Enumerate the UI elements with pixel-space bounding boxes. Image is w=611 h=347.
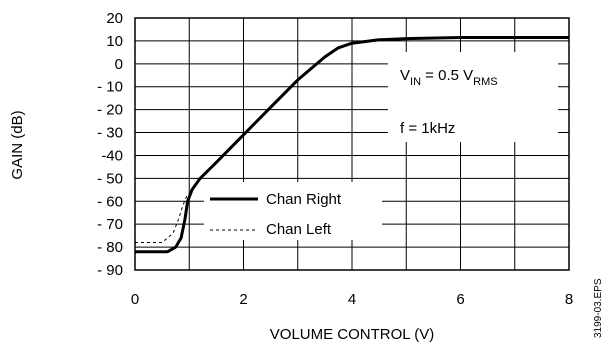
y-tick-label: 20 (106, 10, 123, 27)
x-tick-label: 8 (565, 291, 573, 308)
y-tick-label: - 90 (97, 262, 123, 279)
legend-label-left: Chan Left (266, 221, 332, 238)
y-tick-label: -40 (101, 147, 123, 164)
x-tick-label: 2 (239, 291, 247, 308)
frequency-annotation: f = 1kHz (400, 120, 455, 137)
x-tick-labels: 0 2 4 6 8 (131, 291, 573, 308)
plot-frame (134, 17, 570, 271)
x-tick-label: 4 (348, 291, 356, 308)
y-tick-label: - 80 (97, 239, 123, 256)
x-tick-label: 6 (456, 291, 464, 308)
y-tick-labels: 20 10 0 - 10 - 20 - 30 -40 - 50 - 60 - 70 - 80 - 90 (97, 10, 123, 279)
x-tick-label: 0 (131, 291, 139, 308)
y-tick-label: - 10 (97, 79, 123, 96)
y-tick-label: 10 (106, 33, 123, 50)
y-axis-label: GAIN (dB) (9, 110, 26, 179)
y-tick-label: - 30 (97, 125, 123, 142)
y-tick-label: - 60 (97, 193, 123, 210)
series-layer (135, 36, 569, 254)
y-tick-label: - 20 (97, 102, 123, 119)
annotation-box (388, 52, 558, 142)
y-tick-label: - 50 (97, 170, 123, 187)
legend-label-right: Chan Right (266, 191, 342, 208)
y-tick-label: 0 (115, 56, 123, 73)
series-line-chan-right (135, 36, 569, 254)
y-tick-label: - 70 (97, 216, 123, 233)
vin-annotation: VIN = 0.5 VRMS (400, 67, 498, 88)
x-axis-label: VOLUME CONTROL (V) (270, 326, 434, 343)
figure-id-label: 3199-03.EPS (593, 278, 604, 338)
legend-box (204, 182, 382, 240)
